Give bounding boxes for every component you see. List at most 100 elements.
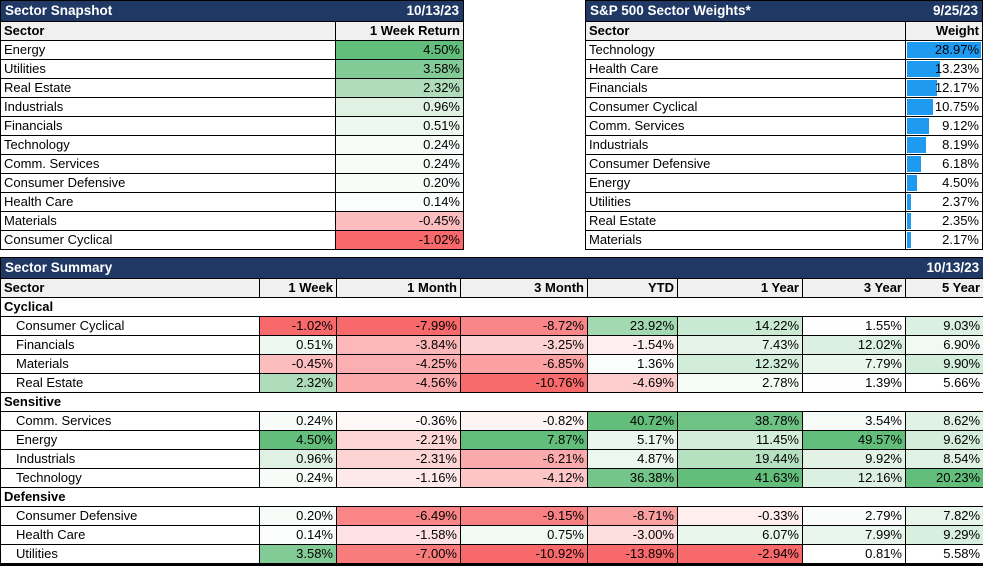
- return-cell: -7.99%: [336, 316, 461, 336]
- return-cell: 9.03%: [904, 316, 983, 336]
- col-header-1week-return: 1 Week Return: [335, 21, 464, 41]
- return-cell: -10.92%: [460, 544, 588, 565]
- return-cell: -3.84%: [336, 335, 461, 355]
- sector-weights-table: S&P 500 Sector Weights* 9/25/23 Sector W…: [585, 0, 983, 250]
- sector-cell: Energy: [0, 430, 260, 450]
- weight-bar: [907, 232, 911, 248]
- sector-cell: Health Care: [0, 192, 336, 212]
- col-header-sector: Sector: [0, 21, 336, 41]
- weight-value: 6.18%: [942, 156, 979, 171]
- table-row: Utilities 2.37%: [585, 192, 983, 212]
- weight-bar: [907, 80, 937, 96]
- return-cell: 40.72%: [587, 411, 678, 431]
- return-cell: 0.81%: [802, 544, 906, 565]
- return-cell: 0.51%: [335, 116, 464, 136]
- return-cell: 12.02%: [802, 335, 906, 355]
- sector-snapshot-body: Energy 4.50% Utilities 3.58% Real Estate 2.32…: [0, 40, 464, 250]
- group-label: Cyclical: [0, 297, 983, 317]
- sector-cell: Utilities: [0, 544, 260, 565]
- table-row: Industrials 0.96% -2.31% -6.21% 4.87% 19.44% 9…: [0, 449, 983, 469]
- bottom-table-row: Sector Summary 10/13/23 Sector 1 Week 1 …: [0, 257, 983, 566]
- col-header-ytd: YTD: [587, 278, 678, 298]
- sector-weights-title: S&P 500 Sector Weights*: [590, 3, 751, 18]
- return-cell: 1.39%: [802, 373, 906, 393]
- group-label: Defensive: [0, 487, 983, 507]
- sector-snapshot-titlebar: Sector Snapshot 10/13/23: [0, 0, 464, 22]
- table-row: Industrials 8.19%: [585, 135, 983, 155]
- return-cell: 0.24%: [259, 411, 337, 431]
- weight-bar: [907, 99, 934, 115]
- return-cell: 41.63%: [677, 468, 803, 488]
- return-cell: 12.16%: [802, 468, 906, 488]
- sector-cell: Consumer Cyclical: [585, 97, 906, 117]
- return-cell: 0.20%: [259, 506, 337, 526]
- return-cell: 1.36%: [587, 354, 678, 374]
- table-row: Comm. Services 0.24% -0.36% -0.82% 40.72% 38.…: [0, 411, 983, 431]
- table-row: Financials 0.51% -3.84% -3.25% -1.54% 7.43% 12…: [0, 335, 983, 355]
- table-row: Consumer Cyclical -1.02%: [0, 230, 464, 250]
- return-cell: -1.02%: [259, 316, 337, 336]
- table-row: Consumer Cyclical -1.02% -7.99% -8.72% 23.92…: [0, 316, 983, 336]
- top-tables-row: Sector Snapshot 10/13/23 Sector 1 Week R…: [0, 0, 983, 250]
- weight-value: 4.50%: [942, 175, 979, 190]
- col-header-5year: 5 Year: [904, 278, 983, 298]
- weight-value: 28.97%: [934, 42, 979, 57]
- weight-bar: [907, 118, 929, 134]
- sector-summary-title: Sector Summary: [5, 260, 113, 275]
- weight-bar: [907, 175, 917, 191]
- table-row: Financials 12.17%: [585, 78, 983, 98]
- sector-summary-body: Cyclical Consumer Cyclical -1.02% -7.99% -8.…: [0, 297, 983, 565]
- return-cell: 4.87%: [587, 449, 678, 469]
- weight-value: 2.37%: [942, 194, 979, 209]
- return-cell: -2.94%: [677, 544, 803, 565]
- sector-weights-body: Technology 28.97% Health Care 13.23% Financi…: [585, 40, 983, 250]
- return-cell: 0.20%: [335, 173, 464, 193]
- weight-cell: 9.12%: [905, 116, 983, 136]
- return-cell: 0.14%: [259, 525, 337, 545]
- return-cell: -10.76%: [460, 373, 588, 393]
- return-cell: 19.44%: [677, 449, 803, 469]
- sector-cell: Consumer Defensive: [585, 154, 906, 174]
- table-row: Real Estate 2.35%: [585, 211, 983, 231]
- group-label: Sensitive: [0, 392, 983, 412]
- return-cell: -3.25%: [460, 335, 588, 355]
- table-row: Comm. Services 0.24%: [0, 154, 464, 174]
- sector-cell: Real Estate: [585, 211, 906, 231]
- sector-summary-titlebar: Sector Summary 10/13/23: [0, 257, 983, 279]
- sector-weights-titlebar: S&P 500 Sector Weights* 9/25/23: [585, 0, 983, 22]
- return-cell: -1.02%: [335, 230, 464, 250]
- table-row: Industrials 0.96%: [0, 97, 464, 117]
- return-cell: 9.29%: [904, 525, 983, 545]
- return-cell: -1.54%: [587, 335, 678, 355]
- return-cell: 20.23%: [904, 468, 983, 488]
- return-cell: 3.58%: [259, 544, 337, 565]
- sector-snapshot-date: 10/13/23: [406, 3, 459, 18]
- return-cell: -4.25%: [336, 354, 461, 374]
- sector-cell: Technology: [0, 468, 260, 488]
- weight-cell: 13.23%: [905, 59, 983, 79]
- weight-value: 8.19%: [942, 137, 979, 152]
- return-cell: 9.92%: [802, 449, 906, 469]
- col-header-3month: 3 Month: [460, 278, 588, 298]
- return-cell: -6.21%: [460, 449, 588, 469]
- return-cell: -0.36%: [336, 411, 461, 431]
- sector-snapshot-title: Sector Snapshot: [5, 3, 113, 18]
- weight-value: 10.75%: [934, 99, 979, 114]
- return-cell: 5.58%: [904, 544, 983, 565]
- weight-cell: 12.17%: [905, 78, 983, 98]
- sector-cell: Utilities: [585, 192, 906, 212]
- col-header-sector: Sector: [0, 278, 260, 298]
- return-cell: -9.15%: [460, 506, 588, 526]
- return-cell: 8.62%: [904, 411, 983, 431]
- weight-cell: 28.97%: [905, 40, 983, 60]
- table-row: Comm. Services 9.12%: [585, 116, 983, 136]
- return-cell: 3.58%: [335, 59, 464, 79]
- weight-bar: [907, 156, 922, 172]
- return-cell: -6.49%: [336, 506, 461, 526]
- table-row: Health Care 0.14%: [0, 192, 464, 212]
- sector-cell: Comm. Services: [585, 116, 906, 136]
- return-cell: -1.16%: [336, 468, 461, 488]
- return-cell: 7.99%: [802, 525, 906, 545]
- sector-summary-header: Sector 1 Week 1 Month 3 Month YTD 1 Year…: [0, 278, 983, 298]
- table-row: Technology 28.97%: [585, 40, 983, 60]
